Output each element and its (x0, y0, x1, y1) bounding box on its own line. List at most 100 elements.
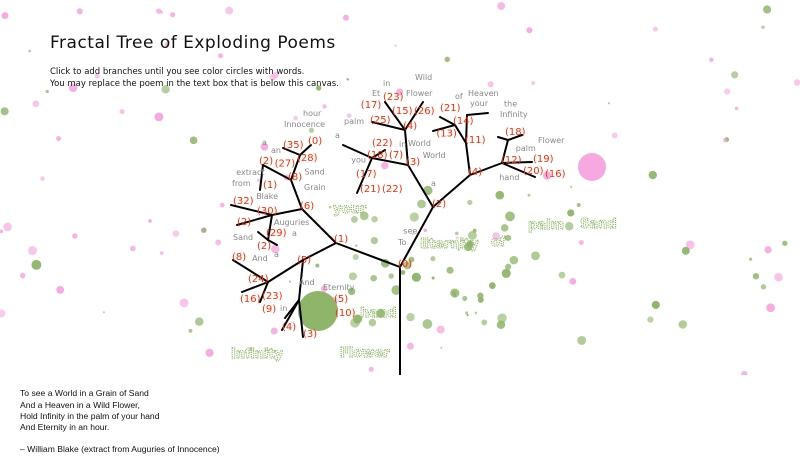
pink-circle (56, 136, 62, 142)
pink-circle (578, 240, 584, 246)
node-number-label: (26) (414, 106, 435, 117)
pink-circle (578, 153, 606, 181)
pink-circle (531, 81, 536, 86)
poem-line: And a Heaven in a Wild Flower, (20, 399, 140, 410)
pink-circle (219, 202, 225, 208)
tree-branch (257, 231, 269, 241)
instruction-line-1: Click to add branches until you see colo… (50, 67, 305, 77)
poem-word: hand (499, 173, 519, 182)
green-circle (31, 259, 42, 270)
poem-word: To (397, 238, 407, 247)
pink-circle (94, 73, 100, 79)
node-number-label: (7) (389, 150, 403, 161)
poem-line: To see a World in a Grain of Sand (20, 388, 149, 399)
green-circle (400, 270, 406, 275)
pink-circle (793, 79, 800, 86)
green-circle (316, 85, 322, 91)
green-circle (505, 263, 512, 270)
pink-circle (368, 366, 374, 372)
tree-branch (356, 157, 373, 194)
pink-circle (19, 272, 26, 279)
pink-circle (159, 251, 164, 255)
green-circle (403, 261, 412, 270)
green-circle (570, 185, 573, 188)
tree-branch (404, 129, 409, 166)
green-circle (474, 311, 478, 315)
green-circle (370, 274, 377, 282)
green-circle (681, 246, 690, 255)
tree-branch (501, 162, 536, 178)
tree-branch (497, 136, 509, 141)
pink-circle (68, 83, 78, 93)
green-circle (477, 296, 484, 303)
poem-word: hour (303, 109, 322, 118)
node-number-label: (16) (545, 169, 566, 180)
green-circle (444, 56, 450, 63)
node-number-label: (2) (237, 217, 251, 228)
pink-circle (179, 298, 189, 308)
pink-circle (119, 109, 125, 115)
poem-word: palm (516, 144, 536, 153)
green-circle (576, 203, 581, 207)
tree-branch (501, 161, 533, 164)
pink-circle (1, 12, 9, 19)
green-circle (462, 295, 468, 301)
poem-word: an (271, 146, 281, 155)
tree-branch (290, 179, 303, 210)
node-number-label: (24) (248, 274, 269, 285)
green-circle (457, 248, 460, 251)
poem-word: Grain (304, 183, 326, 192)
tree-branch (298, 259, 304, 301)
green-circle (782, 240, 788, 246)
word-layer: inWildFlowerEtWorldHeavenyourofInfinityt… (232, 73, 565, 313)
poem-word: a (335, 131, 340, 140)
pink-circle (322, 104, 327, 109)
exploded-word: your (333, 202, 367, 217)
poem-word: you (351, 156, 366, 165)
poem-word: World (423, 151, 446, 160)
green-circle (408, 256, 415, 263)
green-circle (527, 193, 531, 197)
poem-word: the (504, 100, 517, 109)
node-number-label: (14) (453, 116, 474, 127)
green-circle (376, 308, 386, 318)
node-number-label: (4) (282, 322, 296, 333)
pink-circle (225, 6, 234, 15)
pink-circle (685, 240, 695, 250)
tree-branch (432, 124, 456, 132)
poem-word: Sand (305, 168, 325, 177)
fractal-tree-canvas[interactable]: your Eternity of palm hand Infinity Flower Sand… (0, 0, 800, 375)
green-circle (328, 205, 332, 209)
exploded-word-layer: your Eternity of palm hand Infinity Flower Sand (230, 201, 617, 362)
tree-branch (371, 149, 386, 159)
tree-branch (301, 208, 337, 244)
pink-circle (159, 10, 164, 14)
pink-circle (148, 219, 152, 223)
pink-circle (381, 161, 389, 170)
pink-circle (0, 309, 6, 318)
node-number-label: (22) (372, 138, 393, 149)
tree-branch (267, 259, 304, 283)
poem-text-box[interactable]: To see a World in a Grain of Sand And a H… (20, 377, 320, 467)
pink-circle (172, 230, 180, 237)
green-circle (567, 209, 575, 217)
pink-circle (542, 171, 552, 180)
poem-word: Infinity (500, 110, 528, 119)
node-number-label: (21) (360, 184, 381, 195)
pink-circle (709, 57, 714, 63)
green-circle (577, 336, 587, 345)
green-circle (454, 231, 459, 236)
tree-branch (284, 299, 300, 319)
pink-circle (269, 74, 276, 81)
tree-branch (259, 164, 264, 191)
green-circle (450, 288, 460, 298)
pink-circle (734, 106, 739, 111)
green-circle (359, 211, 369, 221)
poem-word: from (232, 179, 251, 188)
node-number-label: (17) (356, 169, 377, 180)
pink-circle (40, 176, 45, 181)
node-number-label: (3) (303, 329, 317, 340)
node-number-label: (9) (262, 304, 276, 315)
circle-layer (0, 2, 800, 375)
tree-branch (507, 134, 523, 141)
